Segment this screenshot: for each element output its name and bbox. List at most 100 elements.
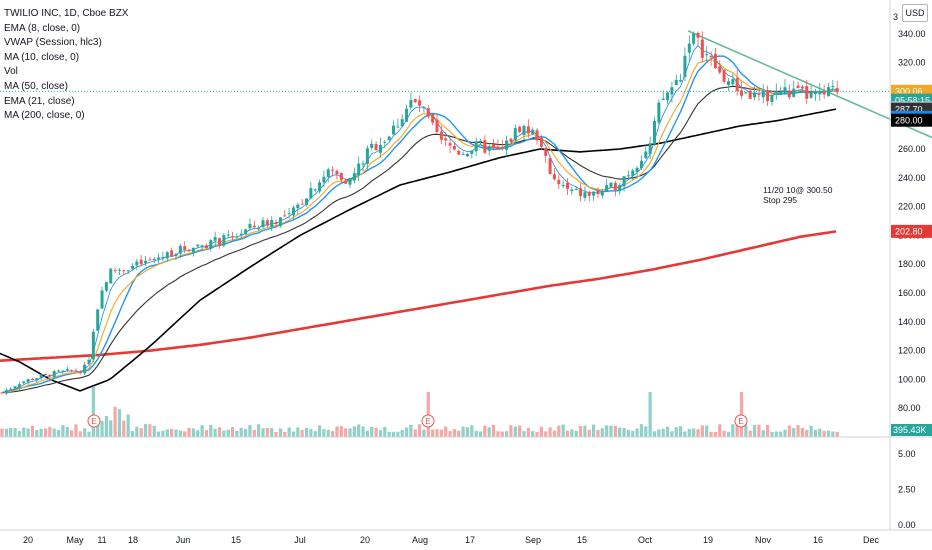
volume-bar — [683, 431, 687, 437]
volume-bar — [30, 425, 35, 437]
candle-body — [104, 282, 108, 291]
volume-bar — [296, 427, 300, 437]
volume-bar — [87, 431, 91, 437]
symbol-title[interactable]: TWILIO INC, 1D, Cboe BZX — [4, 8, 129, 19]
candle-body — [231, 236, 235, 238]
candle-body — [552, 174, 556, 180]
currency-button[interactable]: USD — [902, 4, 928, 22]
candle-body — [378, 144, 382, 153]
y-tick-label: 160.00 — [898, 288, 926, 298]
volume-bar — [48, 426, 52, 437]
candle-body — [318, 182, 322, 192]
candle-body — [396, 126, 400, 128]
indicator-vol[interactable]: Vol — [4, 66, 18, 78]
indicator-vwap[interactable]: VWAP (Session, hlc3) — [4, 37, 102, 49]
volume-bar — [261, 428, 265, 437]
candle-body — [465, 153, 469, 157]
volume-bar — [752, 424, 757, 437]
volume-bar — [431, 429, 435, 437]
candle-body — [78, 371, 82, 374]
volume-bar — [183, 431, 187, 437]
candle-body — [139, 259, 143, 265]
candle-body — [526, 126, 530, 134]
y-tick-label: 100.00 — [898, 374, 926, 384]
candle-body — [287, 213, 291, 215]
volume-bar — [800, 427, 804, 437]
candles — [0, 31, 839, 396]
candle-body — [126, 270, 130, 272]
candle-body — [753, 92, 757, 98]
volume-bar — [670, 431, 674, 437]
indicator-ema21[interactable]: EMA (21, close) — [4, 95, 75, 107]
volume-bar — [361, 426, 365, 437]
time-axis[interactable]: 20 May 11 18 Jun 15 Jul 20 Aug 17 Sep 15 Oct 19 Nov 16 D… — [23, 535, 880, 545]
volume-bar — [826, 430, 831, 437]
candle-body — [426, 108, 430, 117]
volume-bar — [744, 424, 748, 437]
price-label-box — [891, 113, 932, 127]
volume-bar — [652, 431, 657, 437]
candle-body — [809, 91, 813, 98]
volume-bar — [404, 427, 409, 437]
candle-body — [557, 179, 561, 185]
volume-bar — [531, 431, 535, 437]
volume-bar — [792, 428, 796, 437]
volume-bar — [418, 424, 422, 437]
volume-bar — [257, 424, 261, 437]
price-axis[interactable]: 80.00100.00120.00140.00160.00180.00200.0… — [0, 0, 932, 531]
volume-bar — [365, 430, 369, 437]
candle-body — [713, 53, 717, 69]
volume-bar — [661, 428, 665, 437]
volume-bar — [39, 428, 43, 437]
candle-body — [748, 90, 752, 99]
volume-bar — [370, 426, 374, 437]
candle-body — [387, 136, 391, 140]
volume-bar — [478, 431, 483, 437]
volume-bar — [244, 428, 248, 437]
candle-body — [726, 81, 730, 86]
volume-bar — [552, 430, 557, 437]
candle-body — [322, 176, 326, 183]
candle-body — [470, 150, 474, 154]
volume-bar — [335, 426, 339, 437]
ema8-line — [1, 58, 838, 394]
volume-bar — [565, 430, 570, 437]
volume-bar — [779, 431, 783, 437]
volume-bar — [235, 431, 239, 437]
volume-bar — [309, 429, 313, 437]
y-tick-label: 80.00 — [898, 403, 921, 413]
volume-bar — [217, 427, 222, 437]
volume-bar — [109, 420, 113, 437]
candle-body — [474, 141, 478, 152]
volume-bar — [522, 431, 526, 437]
indicator-ema8[interactable]: EMA (8, close, 0) — [4, 22, 81, 34]
candle-body — [796, 85, 800, 89]
volume-bar — [65, 426, 69, 437]
indicator-ma200[interactable]: MA (200, close, 0) — [4, 110, 85, 122]
indicator-ma50[interactable]: MA (50, close) — [4, 80, 68, 92]
volume-bar — [391, 431, 396, 437]
candle-body — [757, 94, 761, 96]
candle-body — [479, 140, 482, 142]
candle-body — [666, 92, 670, 101]
x-tick-label: 20 — [360, 535, 370, 545]
candle-body — [309, 188, 313, 199]
price-label-text: 300.06 — [895, 87, 923, 97]
candle-body — [100, 290, 104, 309]
candle-body — [570, 189, 574, 192]
candle-body — [566, 182, 569, 189]
volume-bar — [796, 425, 800, 437]
volume-bar — [692, 428, 696, 437]
volume-bar — [174, 429, 178, 437]
candle-body — [300, 203, 304, 205]
candle-body — [157, 257, 161, 260]
candle-body — [687, 43, 691, 53]
volume-bar — [278, 428, 282, 437]
volume-bar — [496, 431, 500, 437]
candle-body — [48, 375, 52, 377]
candle-body — [226, 234, 230, 236]
lower-pane-tick-label: 5.00 — [898, 449, 916, 459]
candle-body — [204, 245, 208, 248]
indicator-ma10[interactable]: MA (10, close, 0) — [4, 51, 80, 63]
